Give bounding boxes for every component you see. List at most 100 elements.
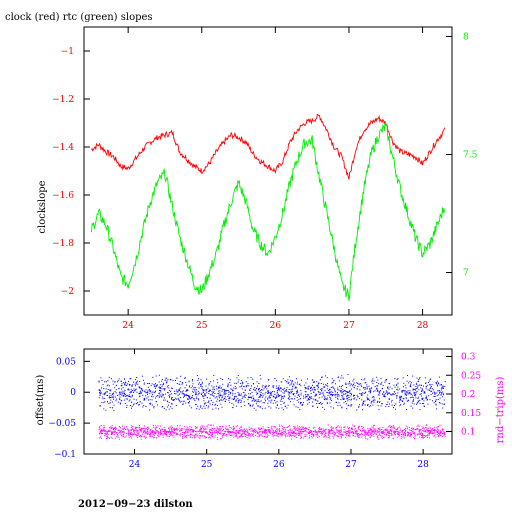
scatter-point [377, 430, 378, 432]
scatter-point [389, 425, 391, 427]
scatter-point [287, 435, 289, 437]
scatter-point [193, 430, 195, 431]
scatter-point [317, 437, 319, 438]
scatter-point [289, 431, 291, 433]
scatter-point [263, 429, 265, 431]
scatter-point [150, 433, 152, 435]
scatter-point [307, 432, 309, 433]
scatter-point [343, 432, 345, 433]
scatter-point [299, 403, 301, 405]
scatter-point [279, 428, 280, 430]
scatter-point [278, 407, 280, 409]
scatter-point [210, 429, 212, 431]
top-chart-title: clock (red) rtc (green) slopes [5, 12, 153, 23]
scatter-point [409, 385, 411, 386]
scatter-point [364, 382, 366, 384]
scatter-point [332, 427, 334, 429]
scatter-point [277, 436, 279, 438]
scatter-point [133, 433, 134, 435]
scatter-point [318, 427, 320, 429]
scatter-point [252, 433, 254, 435]
scatter-point [252, 404, 254, 406]
scatter-point [424, 397, 426, 399]
scatter-point [243, 401, 245, 403]
scatter-point [145, 389, 147, 391]
scatter-point [142, 431, 144, 433]
scatter-point [369, 392, 371, 394]
scatter-point [231, 427, 233, 429]
scatter-point [191, 397, 193, 399]
scatter-point [185, 428, 187, 430]
scatter-point [341, 375, 343, 377]
scatter-point [109, 385, 111, 387]
scatter-point [122, 387, 124, 389]
scatter-point [350, 393, 352, 394]
scatter-point [374, 399, 376, 401]
scatter-point [329, 391, 331, 393]
scatter-point [176, 377, 178, 379]
scatter-point [431, 428, 433, 430]
scatter-point [439, 384, 441, 386]
scatter-point [340, 391, 342, 393]
scatter-point [252, 398, 254, 400]
bottom-ytick-label: 0.05 [56, 357, 76, 367]
scatter-point [100, 429, 102, 431]
scatter-point [216, 379, 218, 381]
scatter-point [411, 428, 413, 430]
scatter-point [412, 407, 414, 409]
scatter-point [361, 426, 363, 428]
scatter-point [233, 404, 235, 406]
scatter-point [251, 385, 252, 387]
scatter-point [316, 431, 318, 433]
scatter-point [203, 405, 205, 407]
rndtrip-scatter [98, 424, 446, 440]
scatter-point [263, 432, 265, 434]
scatter-point [424, 392, 426, 394]
scatter-point [373, 401, 375, 403]
scatter-point [236, 425, 238, 427]
scatter-point [103, 402, 105, 404]
scatter-point [422, 429, 424, 431]
scatter-point [349, 431, 351, 433]
scatter-point [251, 434, 253, 436]
scatter-point [341, 437, 343, 439]
scatter-point [209, 431, 211, 433]
scatter-point [104, 434, 106, 436]
scatter-point [237, 392, 239, 393]
scatter-point [393, 405, 395, 406]
scatter-point [182, 403, 184, 405]
scatter-point [433, 426, 435, 428]
scatter-point [277, 389, 278, 391]
scatter-point [313, 386, 315, 388]
scatter-point [212, 436, 213, 438]
scatter-point [255, 389, 257, 391]
scatter-point [200, 427, 202, 429]
scatter-point [115, 432, 117, 434]
scatter-point [356, 382, 358, 384]
scatter-point [263, 388, 265, 390]
scatter-point [124, 378, 125, 380]
scatter-point [136, 435, 138, 437]
scatter-point [220, 438, 222, 440]
scatter-point [130, 430, 132, 432]
scatter-point [367, 438, 369, 440]
scatter-point [116, 395, 118, 396]
scatter-point [310, 396, 312, 398]
scatter-point [408, 392, 410, 394]
scatter-point [383, 394, 385, 396]
scatter-point [175, 389, 177, 391]
scatter-point [202, 426, 204, 428]
scatter-point [159, 431, 161, 433]
scatter-point [343, 393, 344, 395]
scatter-point [280, 398, 282, 400]
scatter-point [389, 433, 391, 435]
scatter-point [276, 405, 278, 406]
scatter-point [426, 429, 428, 430]
scatter-point [139, 428, 141, 430]
scatter-point [442, 407, 444, 409]
scatter-point [252, 397, 254, 399]
scatter-point [350, 428, 352, 430]
scatter-point [333, 430, 335, 432]
scatter-point [313, 392, 315, 393]
scatter-point [138, 427, 140, 429]
